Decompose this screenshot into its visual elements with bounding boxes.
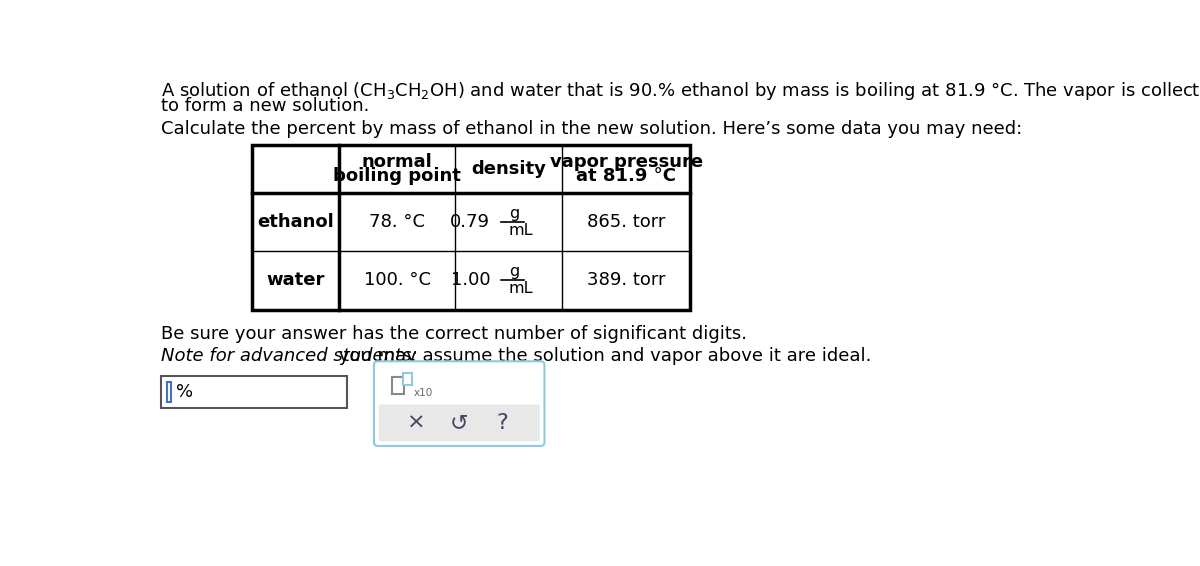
Bar: [403, 373, 412, 385]
Text: to form a new solution.: to form a new solution.: [161, 97, 370, 115]
Text: normal: normal: [362, 153, 433, 171]
Text: ?: ?: [496, 413, 508, 433]
Text: Be sure your answer has the correct number of significant digits.: Be sure your answer has the correct numb…: [161, 325, 746, 343]
Text: ethanol: ethanol: [257, 213, 334, 231]
Text: x10: x10: [414, 388, 433, 398]
FancyBboxPatch shape: [374, 361, 545, 446]
Text: g: g: [509, 206, 520, 221]
Text: water: water: [266, 272, 325, 289]
Text: 865. torr: 865. torr: [587, 213, 666, 231]
Text: 0.79: 0.79: [450, 213, 491, 231]
Text: 389. torr: 389. torr: [587, 272, 666, 289]
Text: boiling point: boiling point: [334, 167, 461, 185]
Bar: [252, 145, 690, 310]
Text: vapor pressure: vapor pressure: [550, 153, 703, 171]
Text: 1.00: 1.00: [451, 272, 491, 289]
Text: you may assume the solution and vapor above it are ideal.: you may assume the solution and vapor ab…: [332, 346, 871, 365]
Text: mL: mL: [509, 281, 533, 297]
Text: mL: mL: [509, 223, 533, 238]
Text: 78. °C: 78. °C: [370, 213, 425, 231]
Text: A solution of ethanol $\left(\mathrm{CH_3CH_2OH}\right)$ and water that is 90.% : A solution of ethanol $\left(\mathrm{CH_…: [161, 80, 1200, 102]
Text: %: %: [176, 383, 193, 401]
Text: g: g: [509, 264, 520, 280]
Bar: [161, 376, 347, 408]
Text: Note for advanced students:: Note for advanced students:: [161, 346, 418, 365]
Text: ↺: ↺: [450, 413, 468, 433]
Text: Calculate the percent by mass of ethanol in the new solution. Here’s some data y: Calculate the percent by mass of ethanol…: [161, 121, 1022, 138]
Text: density: density: [472, 160, 546, 178]
Bar: [391, 378, 404, 395]
Bar: [167, 382, 170, 402]
FancyBboxPatch shape: [379, 405, 540, 441]
Text: at 81.9 °C: at 81.9 °C: [576, 167, 677, 185]
Bar: [252, 145, 690, 310]
Text: 100. °C: 100. °C: [364, 272, 431, 289]
Text: ×: ×: [407, 413, 426, 433]
